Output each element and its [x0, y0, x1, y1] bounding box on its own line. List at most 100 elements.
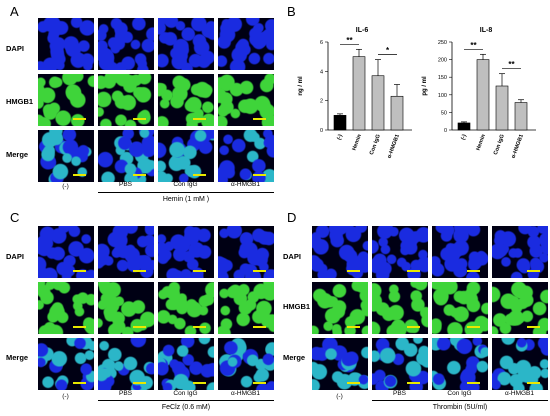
treatment-bracket-a: [98, 192, 274, 193]
il8-x-tick-label: α-HMGB1: [511, 134, 525, 160]
il6-y-tick-label: 2: [320, 99, 323, 105]
dapi-micrograph-tile: [312, 226, 368, 278]
dapi-micrograph-tile: [492, 226, 548, 278]
il8-y-tick-label: 150: [438, 75, 447, 81]
hmgb1-micrograph-tile: [218, 74, 274, 126]
il8-y-tick-label: 100: [438, 93, 447, 99]
row-label-hmgb1-a: HMGB1: [6, 97, 34, 106]
hmgb1-micrograph-tile: [312, 282, 368, 334]
merge-micrograph-tile: [158, 338, 214, 390]
micrograph-grid-c: [38, 226, 274, 390]
hmgb1-micrograph-tile: [432, 282, 488, 334]
scale-bar: [133, 174, 146, 176]
dapi-micrograph-tile: [218, 18, 274, 70]
scale-bar: [193, 174, 206, 176]
column-label-anti-hmgb1-a: α-HMGB1: [230, 181, 261, 188]
scale-bar: [527, 270, 540, 272]
merge-micrograph-tile: [218, 130, 274, 182]
il8-bar: [514, 102, 528, 131]
merge-micrograph-tile: [432, 338, 488, 390]
il8-bar: [495, 85, 509, 131]
scale-bar: [73, 174, 86, 176]
il6-bar: [333, 115, 347, 131]
il8-y-axis-label: pg / ml: [422, 76, 428, 96]
dapi-micrograph-tile: [98, 18, 154, 70]
il8-y-tick-label: 0: [444, 128, 447, 134]
dapi-micrograph-tile: [38, 18, 94, 70]
treatment-bracket-d: [372, 400, 548, 401]
scale-bar: [193, 382, 206, 384]
column-label-anti-hmgb1-c: α-HMGB1: [230, 390, 261, 397]
merge-micrograph-tile: [372, 338, 428, 390]
scale-bar: [407, 382, 420, 384]
treatment-bracket-c: [98, 400, 274, 401]
il6-x-tick-label: α-HMGB1: [387, 134, 401, 160]
il6-y-tick-label: 6: [320, 40, 323, 46]
scale-bar: [253, 270, 266, 272]
treatment-label-d: Thrombin (5U/ml): [432, 404, 488, 411]
column-label-con-igg-c: Con IgG: [173, 390, 198, 397]
scale-bar: [407, 326, 420, 328]
row-label-dapi-c: DAPI: [6, 252, 24, 261]
il6-x-tick-label: Hemin: [351, 133, 363, 151]
il8-y-tick-label: 50: [441, 110, 447, 116]
il6-bar: [371, 75, 385, 131]
scale-bar: [253, 174, 266, 176]
dapi-micrograph-tile: [432, 226, 488, 278]
scale-bar: [193, 118, 206, 120]
dapi-micrograph-tile: [218, 226, 274, 278]
il8-x-tick-label: (-): [460, 133, 468, 140]
row-label-merge-a: Merge: [6, 150, 29, 159]
scale-bar: [527, 382, 540, 384]
il6-bar: [390, 95, 404, 131]
il6-y-tick-label: 4: [320, 69, 323, 75]
il8-y-tick-label: 200: [438, 58, 447, 64]
il6-chart-title: IL-6: [356, 27, 369, 34]
column-label-untreated-c: (-): [62, 393, 69, 400]
scale-bar: [467, 326, 480, 328]
treatment-label-c: FeClz (0.6 mM): [161, 404, 211, 411]
scale-bar: [73, 382, 86, 384]
scale-bar: [253, 382, 266, 384]
il8-significance-marker: **: [508, 60, 515, 69]
il8-bar: [476, 59, 490, 131]
scale-bar: [73, 118, 86, 120]
hmgb1-micrograph-tile: [98, 282, 154, 334]
scale-bar: [133, 382, 146, 384]
hmgb1-micrograph-tile: [38, 282, 94, 334]
column-label-untreated-d: (-): [336, 393, 343, 400]
dapi-micrograph-tile: [158, 226, 214, 278]
row-label-dapi-a: DAPI: [6, 44, 24, 53]
hmgb1-micrograph-tile: [492, 282, 548, 334]
row-label-dapi-d: DAPI: [283, 252, 301, 261]
dapi-micrograph-tile: [38, 226, 94, 278]
il6-significance-marker: *: [386, 46, 390, 55]
hmgb1-micrograph-tile: [158, 74, 214, 126]
il6-y-axis-label: ng / ml: [298, 76, 304, 96]
il6-bar: [352, 56, 366, 131]
merge-micrograph-tile: [492, 338, 548, 390]
scale-bar: [73, 326, 86, 328]
scale-bar: [347, 326, 360, 328]
column-label-untreated-a: (-): [62, 183, 69, 190]
scale-bar: [467, 270, 480, 272]
merge-micrograph-tile: [218, 338, 274, 390]
panel-letter-c: C: [10, 210, 20, 225]
merge-micrograph-tile: [98, 130, 154, 182]
scale-bar: [73, 270, 86, 272]
merge-micrograph-tile: [312, 338, 368, 390]
hmgb1-micrograph-tile: [372, 282, 428, 334]
merge-micrograph-tile: [38, 338, 94, 390]
scale-bar: [347, 382, 360, 384]
dapi-micrograph-tile: [98, 226, 154, 278]
scale-bar: [467, 382, 480, 384]
il6-significance-marker: **: [346, 36, 353, 45]
micrograph-grid-d: [312, 226, 548, 390]
scale-bar: [193, 326, 206, 328]
merge-micrograph-tile: [38, 130, 94, 182]
row-label-hmgb1-d: HMGB1: [283, 302, 311, 311]
column-label-con-igg-a: Con IgG: [173, 181, 198, 188]
il6-x-tick-label: (-): [336, 133, 344, 140]
column-label-anti-hmgb1-d: α-HMGB1: [504, 390, 535, 397]
